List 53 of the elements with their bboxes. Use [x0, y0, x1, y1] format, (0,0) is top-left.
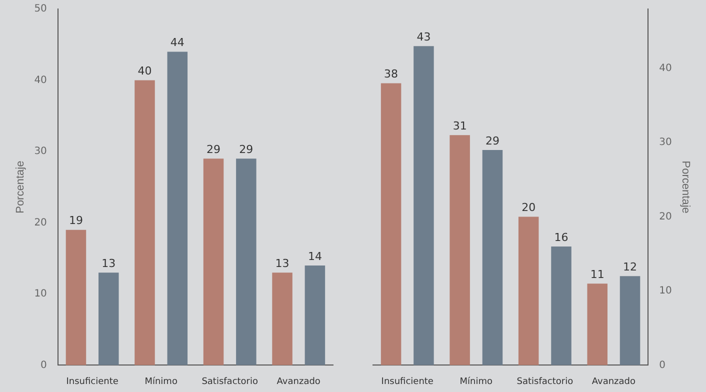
data-label: 19	[68, 214, 83, 228]
y-tick-label: 50	[34, 4, 47, 15]
bar	[304, 265, 326, 366]
bar	[482, 150, 503, 366]
y2-tick-label: 40	[659, 62, 672, 74]
data-label: 16	[554, 230, 568, 244]
data-label: 29	[239, 142, 254, 156]
y2-tick-label: 30	[659, 137, 672, 148]
y-tick-label: 40	[34, 74, 47, 86]
y-tick-label: 20	[34, 217, 47, 228]
y-tick-label: 0	[40, 360, 47, 371]
bar	[551, 246, 572, 366]
y2-tick-label: 0	[659, 360, 666, 371]
data-label: 44	[170, 36, 184, 50]
data-label: 29	[206, 142, 221, 156]
data-label: 20	[522, 201, 536, 214]
data-label: 38	[384, 68, 398, 81]
data-label: 31	[452, 120, 467, 133]
bar	[518, 216, 539, 366]
bar	[66, 230, 86, 366]
y2-axis-title: Porcentaje	[679, 160, 692, 214]
y-tick-label: 30	[34, 146, 47, 158]
x-tick-label: Mínimo	[460, 376, 494, 387]
data-label: 12	[623, 260, 638, 274]
bar	[236, 158, 256, 366]
data-label: 11	[590, 268, 604, 281]
x-tick-label: Mínimo	[144, 376, 178, 387]
data-label: 13	[275, 256, 290, 270]
bar	[380, 83, 402, 366]
data-label: 29	[485, 134, 500, 148]
bar	[167, 52, 188, 366]
x-tick-label: Satisfactorio	[516, 376, 574, 387]
y2-tick-label: 10	[659, 286, 672, 297]
y2-tick-label: 20	[659, 211, 672, 222]
data-label: 40	[138, 64, 152, 78]
x-tick-label: Insuficiente	[381, 376, 434, 387]
data-label: 43	[416, 30, 431, 44]
bar	[272, 272, 292, 366]
x-tick-label: Avanzado	[592, 376, 636, 387]
y-axis-title: Porcentaje	[14, 160, 27, 214]
bar	[134, 80, 155, 366]
bar	[450, 135, 470, 366]
y-tick-label: 10	[34, 288, 47, 300]
bar	[203, 158, 224, 366]
x-tick-label: Avanzado	[276, 376, 321, 387]
data-label: 14	[308, 250, 322, 263]
data-label: 13	[102, 256, 116, 270]
x-tick-label: Insuficiente	[66, 376, 119, 387]
bar	[414, 46, 434, 366]
bar	[587, 284, 608, 366]
bar	[620, 276, 640, 366]
bar	[98, 272, 119, 366]
x-tick-label: Satisfactorio	[202, 376, 258, 387]
